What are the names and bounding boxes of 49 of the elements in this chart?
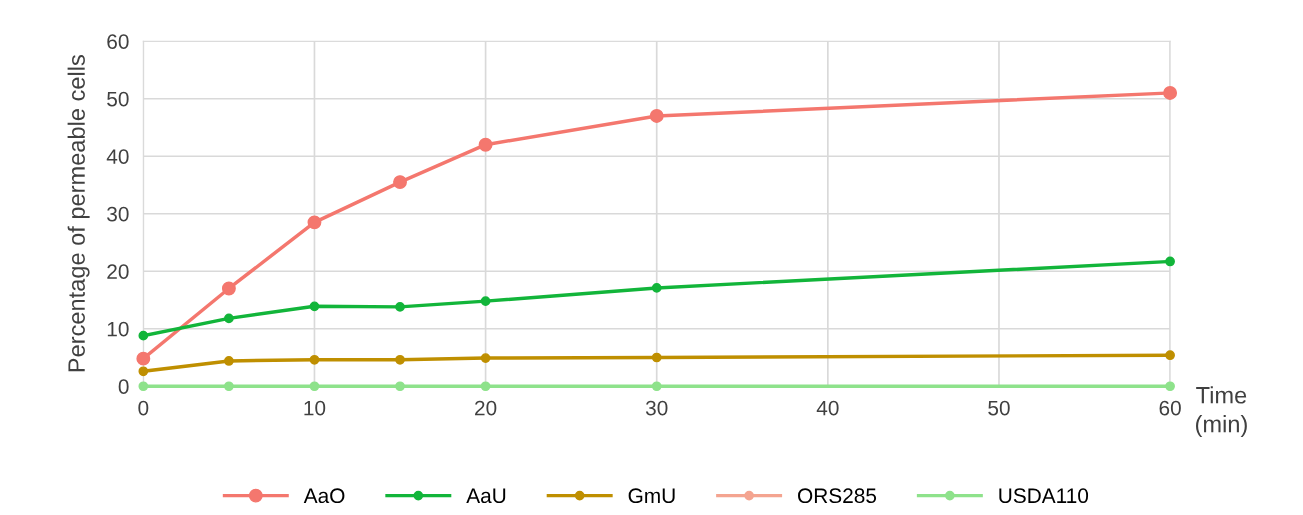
point [138, 366, 149, 377]
x-tick-label: 0 [138, 400, 149, 416]
x-tick-label: 20 [475, 400, 497, 416]
point [478, 137, 493, 152]
point [1165, 256, 1175, 267]
point [138, 330, 149, 341]
point [480, 381, 491, 392]
point [136, 351, 151, 366]
point [480, 296, 491, 306]
point [480, 353, 491, 363]
point [307, 215, 322, 230]
legend-label: ORS285 [798, 488, 877, 504]
y-tick-label: 30 [107, 206, 129, 222]
point [649, 109, 664, 123]
point [393, 175, 407, 190]
point [651, 283, 662, 293]
legend-label: GmU [628, 488, 675, 504]
x-tick-label: 50 [988, 400, 1010, 416]
x-axis-title: Time (min) [1196, 386, 1247, 438]
y-axis-title: Percentage of permeable cells [67, 55, 90, 372]
point [651, 352, 662, 363]
y-tick-label: 40 [106, 149, 129, 164]
point [221, 281, 236, 296]
legend-label: USDA110 [999, 488, 1089, 504]
point [395, 381, 405, 392]
x-tick-label: 40 [816, 400, 839, 416]
legend-label: AaO [303, 488, 345, 504]
point [309, 301, 320, 312]
point [1163, 86, 1178, 100]
point [395, 302, 405, 312]
y-tick-label: 50 [107, 91, 129, 107]
x-tick-label: 10 [304, 400, 326, 416]
point [138, 381, 149, 392]
y-tick-label: 20 [107, 264, 129, 279]
y-tick-label: 60 [107, 34, 129, 49]
point [395, 354, 405, 365]
x-tick-label: 30 [645, 400, 668, 416]
point [651, 381, 662, 392]
point [224, 356, 234, 366]
legend-label: AaU [466, 488, 506, 504]
x-tick-label: 60 [1159, 400, 1181, 416]
y-tick-label: 10 [107, 321, 129, 337]
point [224, 381, 234, 392]
y-tick-label: 0 [118, 379, 129, 394]
point [1165, 381, 1175, 392]
point [1165, 350, 1175, 361]
point [309, 354, 320, 365]
point [224, 313, 234, 324]
point [309, 381, 320, 392]
